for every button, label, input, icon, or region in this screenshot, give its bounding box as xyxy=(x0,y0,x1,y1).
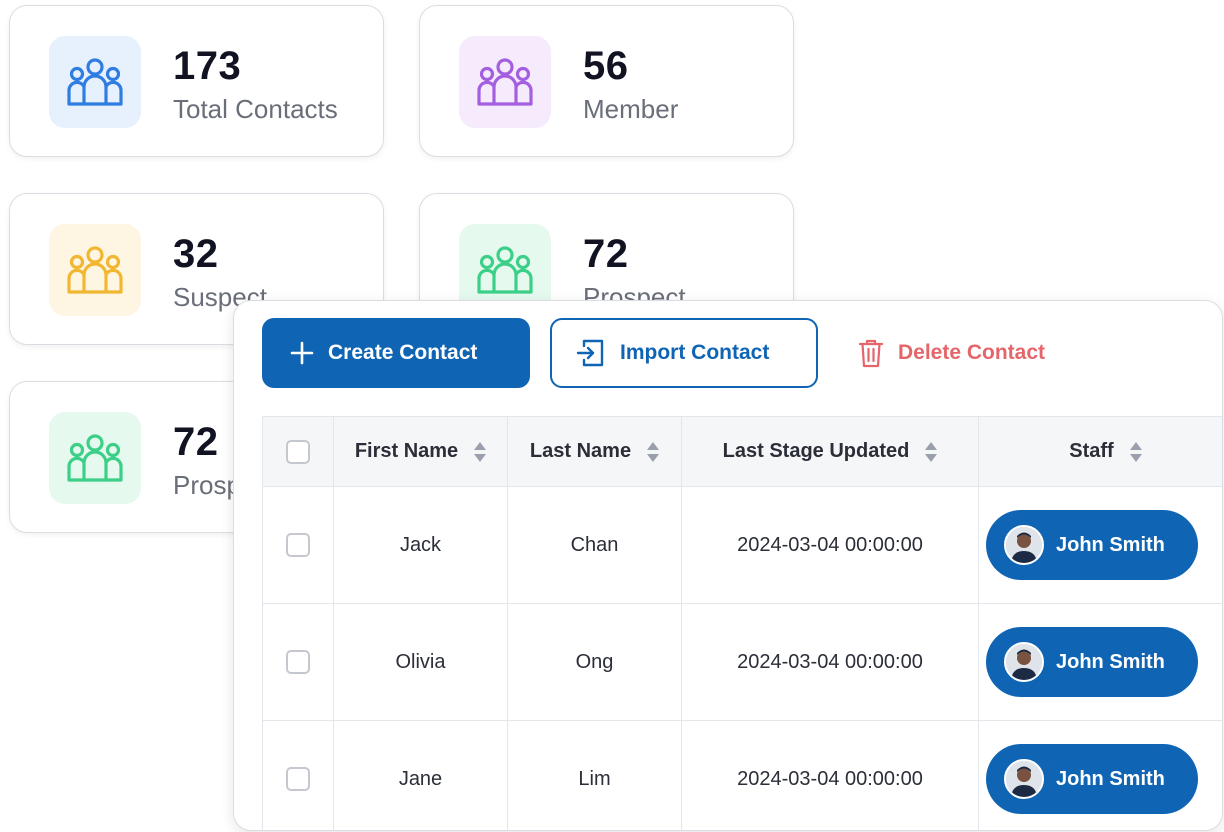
row-checkbox[interactable] xyxy=(286,533,310,557)
staff-badge[interactable]: John Smith xyxy=(986,627,1198,697)
last-name-cell: Ong xyxy=(507,603,682,721)
last-stage-updated-cell: 2024-03-04 00:00:00 xyxy=(681,720,979,830)
first-name-cell: Jane xyxy=(333,720,508,830)
first-name-cell: Jack xyxy=(333,486,508,604)
column-header-last-name[interactable]: Last Name xyxy=(507,416,682,487)
stat-value: 173 xyxy=(173,44,242,88)
row-checkbox-cell xyxy=(262,486,334,604)
avatar xyxy=(1004,525,1044,565)
delete-contact-button[interactable]: Delete Contact xyxy=(846,318,1086,388)
row-checkbox[interactable] xyxy=(286,767,310,791)
last-stage-updated-cell: 2024-03-04 00:00:00 xyxy=(681,486,979,604)
stat-card-member: 56 Member xyxy=(419,5,794,157)
staff-cell: John Smith xyxy=(978,720,1222,830)
staff-cell: John Smith xyxy=(978,603,1222,721)
column-header-label: Last Name xyxy=(529,440,632,462)
table-row[interactable]: Olivia Ong 2024-03-04 00:00:00 John Smit… xyxy=(262,603,1222,721)
row-checkbox-cell xyxy=(262,603,334,721)
column-header-first-name[interactable]: First Name xyxy=(333,416,508,487)
plus-icon xyxy=(290,341,314,365)
column-header-label: Last Stage Updated xyxy=(722,440,910,462)
import-contact-label: Import Contact xyxy=(620,341,770,364)
staff-badge[interactable]: John Smith xyxy=(986,510,1198,580)
row-checkbox-cell xyxy=(262,720,334,830)
stat-value: 72 xyxy=(173,420,219,464)
staff-badge[interactable]: John Smith xyxy=(986,744,1198,814)
stat-value: 72 xyxy=(583,232,629,276)
users-icon xyxy=(459,36,551,128)
last-stage-updated-cell: 2024-03-04 00:00:00 xyxy=(681,603,979,721)
sort-icon xyxy=(647,441,660,462)
avatar xyxy=(1004,759,1044,799)
contacts-table: First Name Last Name Last Stage Updated … xyxy=(262,416,1222,830)
sort-icon xyxy=(474,441,487,462)
stat-label: Total Contacts xyxy=(173,94,338,124)
table-row[interactable]: Jane Lim 2024-03-04 00:00:00 John Smith xyxy=(262,720,1222,830)
sort-icon xyxy=(925,441,938,462)
stat-card-suspect: 32 Suspect xyxy=(9,193,384,345)
staff-name: John Smith xyxy=(1056,533,1165,556)
users-icon xyxy=(49,412,141,504)
column-header-staff[interactable]: Staff xyxy=(978,416,1222,487)
column-header-label: First Name xyxy=(354,440,459,462)
table-row[interactable]: Jack Chan 2024-03-04 00:00:00 John Smith xyxy=(262,486,1222,604)
stat-value: 32 xyxy=(173,232,219,276)
sort-icon xyxy=(1129,441,1142,462)
table-header-row: First Name Last Name Last Stage Updated … xyxy=(262,416,1222,487)
column-header-last-stage-updated[interactable]: Last Stage Updated xyxy=(681,416,979,487)
staff-name: John Smith xyxy=(1056,650,1165,673)
create-contact-button[interactable]: Create Contact xyxy=(262,318,530,388)
first-name-cell: Olivia xyxy=(333,603,508,721)
stat-value: 56 xyxy=(583,44,629,88)
stat-label: Member xyxy=(583,94,679,124)
stat-card-total-contacts: 173 Total Contacts xyxy=(9,5,384,157)
delete-contact-label: Delete Contact xyxy=(898,341,1046,364)
column-header-label: Staff xyxy=(1069,440,1114,462)
staff-cell: John Smith xyxy=(978,486,1222,604)
trash-icon xyxy=(858,339,884,368)
select-all-checkbox[interactable] xyxy=(286,439,310,464)
select-all-cell xyxy=(262,416,334,487)
row-checkbox[interactable] xyxy=(286,650,310,674)
users-icon xyxy=(49,224,141,316)
contacts-panel: Create Contact Import Contact Delete Con… xyxy=(233,300,1223,831)
last-name-cell: Chan xyxy=(507,486,682,604)
avatar xyxy=(1004,642,1044,682)
create-contact-label: Create Contact xyxy=(328,341,478,364)
users-icon xyxy=(49,36,141,128)
staff-name: John Smith xyxy=(1056,767,1165,790)
import-contact-button[interactable]: Import Contact xyxy=(550,318,818,388)
last-name-cell: Lim xyxy=(507,720,682,830)
import-icon xyxy=(576,339,604,367)
